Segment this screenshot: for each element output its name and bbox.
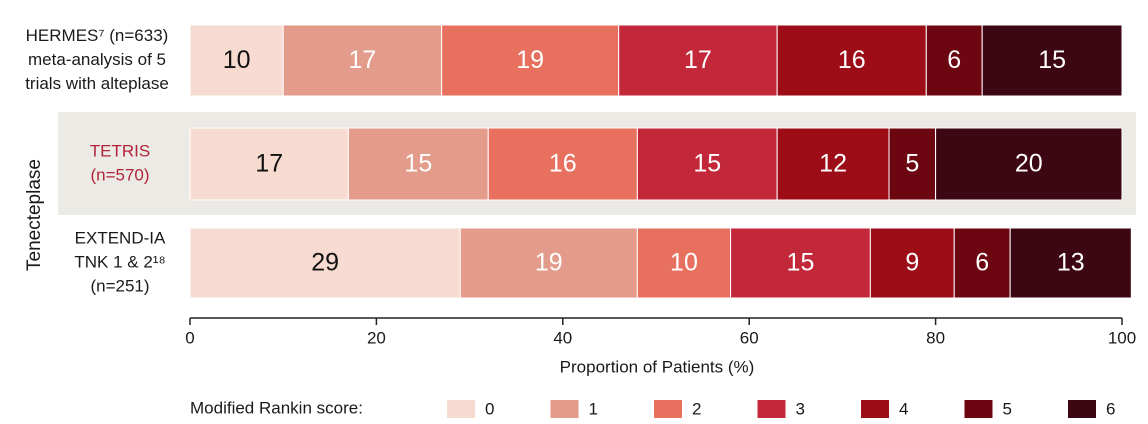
value-label: 17	[684, 46, 712, 74]
category-label: (n=251)	[90, 276, 149, 295]
bar-segment	[869, 227, 955, 299]
x-tick-label: 80	[926, 328, 945, 347]
bar-segment	[981, 24, 1123, 97]
value-label: 16	[838, 46, 866, 74]
value-label: 13	[1057, 249, 1085, 277]
bar-segment	[618, 24, 778, 97]
category-label: HERMES⁷ (n=633)	[26, 26, 169, 45]
value-label: 15	[693, 150, 721, 178]
bar-segment	[730, 227, 871, 299]
legend-label: 5	[1003, 399, 1012, 418]
category-label: trials with alteplase	[25, 74, 169, 93]
legend-label: 4	[899, 399, 908, 418]
bar-segment	[189, 227, 461, 299]
value-label: 15	[404, 150, 432, 178]
legend-label: 2	[692, 399, 701, 418]
bar-segment	[935, 127, 1123, 201]
x-tick-label: 100	[1108, 328, 1136, 347]
legend-swatch	[550, 400, 579, 418]
value-label: 5	[905, 150, 919, 178]
bar-segment	[189, 127, 349, 201]
legend-title: Modified Rankin score:	[190, 398, 363, 417]
bar-segment	[282, 24, 443, 97]
bar-segment	[953, 227, 1011, 299]
bar-segment	[347, 127, 489, 201]
legend-swatch	[447, 400, 475, 418]
bar-segment	[441, 24, 620, 97]
legend-swatch	[964, 400, 993, 418]
legend-label: 3	[796, 399, 805, 418]
value-label: 10	[670, 249, 698, 277]
value-label: 15	[1038, 46, 1066, 74]
category-label: meta-analysis of 5	[28, 50, 166, 69]
legend-swatch	[1068, 400, 1096, 418]
value-label: 15	[787, 249, 815, 277]
category-label: TNK 1 & 2¹⁸	[74, 252, 165, 271]
x-axis-label: Proportion of Patients (%)	[560, 357, 755, 376]
group-label: Tenecteplase	[24, 159, 45, 271]
value-label: 10	[223, 46, 251, 74]
value-label: 9	[905, 249, 919, 277]
legend-label: 0	[485, 399, 494, 418]
legend-swatch	[654, 400, 682, 418]
x-tick-label: 0	[185, 328, 194, 347]
x-tick-label: 40	[553, 328, 572, 347]
bar-segment	[487, 127, 638, 201]
value-label: 6	[947, 46, 961, 74]
legend-swatch	[861, 400, 889, 418]
value-label: 29	[311, 249, 339, 277]
legend-swatch	[757, 400, 786, 418]
value-label: 12	[819, 150, 847, 178]
bar-segment	[1009, 227, 1132, 299]
legend-label: 1	[589, 399, 598, 418]
value-label: 6	[975, 249, 989, 277]
category-label: EXTEND-IA	[75, 228, 166, 247]
value-label: 16	[549, 150, 577, 178]
bar-segment	[636, 227, 732, 299]
bar-segment	[776, 24, 927, 97]
bar-segment	[776, 127, 890, 201]
value-label: 19	[516, 46, 544, 74]
category-label: (n=570)	[90, 165, 149, 184]
value-label: 20	[1015, 150, 1043, 178]
bar-segment	[888, 127, 937, 201]
x-tick-label: 20	[367, 328, 386, 347]
x-tick-label: 60	[740, 328, 759, 347]
bar-segment	[925, 24, 983, 97]
value-label: 17	[255, 150, 283, 178]
bar-segment	[636, 127, 778, 201]
legend-label: 6	[1106, 399, 1115, 418]
bar-segment	[459, 227, 638, 299]
value-label: 19	[535, 249, 563, 277]
category-label: TETRIS	[90, 141, 150, 160]
value-label: 17	[349, 46, 377, 74]
